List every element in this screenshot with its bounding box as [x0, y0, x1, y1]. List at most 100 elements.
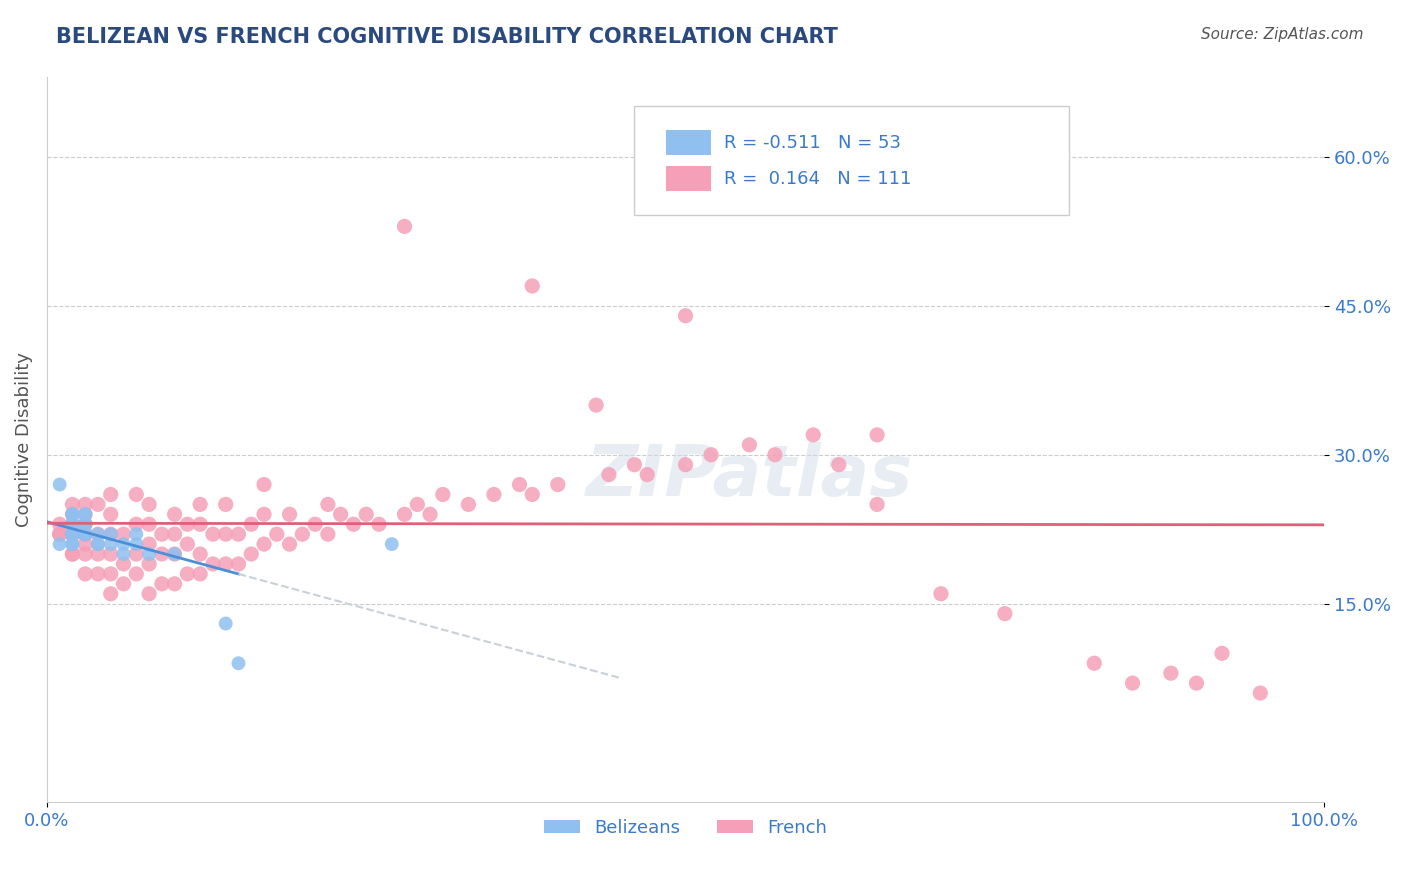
Point	[482, 487, 505, 501]
Point	[75, 517, 97, 532]
Point	[62, 517, 84, 532]
Point	[62, 537, 84, 551]
Point	[547, 477, 569, 491]
Point	[215, 616, 238, 631]
Point	[585, 398, 607, 412]
Point	[87, 537, 110, 551]
Point	[1185, 676, 1208, 690]
Point	[598, 467, 620, 482]
Point	[75, 566, 97, 581]
Point	[75, 517, 97, 532]
Point	[87, 497, 110, 511]
Point	[125, 566, 148, 581]
Point	[62, 527, 84, 541]
Point	[457, 497, 479, 511]
Point	[1211, 646, 1233, 660]
Point	[228, 657, 250, 671]
Point	[112, 577, 135, 591]
Point	[201, 557, 224, 571]
Point	[62, 508, 84, 522]
Point	[75, 527, 97, 541]
Point	[100, 566, 122, 581]
Point	[48, 477, 70, 491]
Point	[62, 547, 84, 561]
Text: R = -0.511   N = 53: R = -0.511 N = 53	[724, 134, 901, 152]
Point	[62, 527, 84, 541]
Point	[62, 527, 84, 541]
Point	[228, 527, 250, 541]
Point	[394, 219, 416, 234]
Point	[522, 487, 544, 501]
Point	[75, 527, 97, 541]
Point	[138, 517, 160, 532]
Point	[75, 527, 97, 541]
Point	[62, 527, 84, 541]
FancyBboxPatch shape	[634, 106, 1069, 215]
Text: ZIPatlas: ZIPatlas	[586, 442, 912, 510]
Point	[316, 497, 339, 511]
Point	[87, 537, 110, 551]
Point	[125, 487, 148, 501]
Point	[150, 527, 173, 541]
Point	[48, 517, 70, 532]
Point	[100, 547, 122, 561]
Point	[87, 566, 110, 581]
Point	[112, 527, 135, 541]
Point	[75, 508, 97, 522]
Point	[188, 566, 211, 581]
Point	[87, 527, 110, 541]
Point	[62, 517, 84, 532]
Point	[866, 428, 889, 442]
Point	[163, 577, 186, 591]
Point	[112, 537, 135, 551]
Point	[62, 527, 84, 541]
Point	[112, 557, 135, 571]
Point	[125, 527, 148, 541]
Point	[215, 497, 238, 511]
Point	[62, 547, 84, 561]
Point	[75, 527, 97, 541]
Point	[508, 477, 530, 491]
Point	[62, 527, 84, 541]
Point	[48, 537, 70, 551]
Point	[62, 517, 84, 532]
Point	[1249, 686, 1271, 700]
Point	[801, 428, 824, 442]
Point	[150, 577, 173, 591]
Point	[738, 438, 761, 452]
Point	[62, 508, 84, 522]
Point	[62, 527, 84, 541]
Point	[253, 477, 276, 491]
Point	[112, 547, 135, 561]
Point	[75, 527, 97, 541]
Point	[62, 517, 84, 532]
Point	[1160, 666, 1182, 681]
Point	[342, 517, 364, 532]
Point	[62, 517, 84, 532]
Point	[215, 527, 238, 541]
Point	[62, 517, 84, 532]
Point	[62, 508, 84, 522]
Point	[75, 547, 97, 561]
Point	[354, 508, 377, 522]
Point	[240, 547, 263, 561]
Point	[62, 517, 84, 532]
Point	[75, 497, 97, 511]
Point	[316, 527, 339, 541]
Point	[100, 527, 122, 541]
Point	[62, 537, 84, 551]
FancyBboxPatch shape	[666, 166, 711, 191]
Point	[176, 517, 198, 532]
Point	[138, 587, 160, 601]
Point	[406, 497, 429, 511]
Point	[763, 448, 786, 462]
Point	[62, 527, 84, 541]
Point	[623, 458, 645, 472]
Point	[828, 458, 851, 472]
Point	[522, 279, 544, 293]
Point	[675, 458, 697, 472]
Text: Source: ZipAtlas.com: Source: ZipAtlas.com	[1201, 27, 1364, 42]
Point	[75, 527, 97, 541]
Point	[278, 508, 301, 522]
Point	[62, 517, 84, 532]
